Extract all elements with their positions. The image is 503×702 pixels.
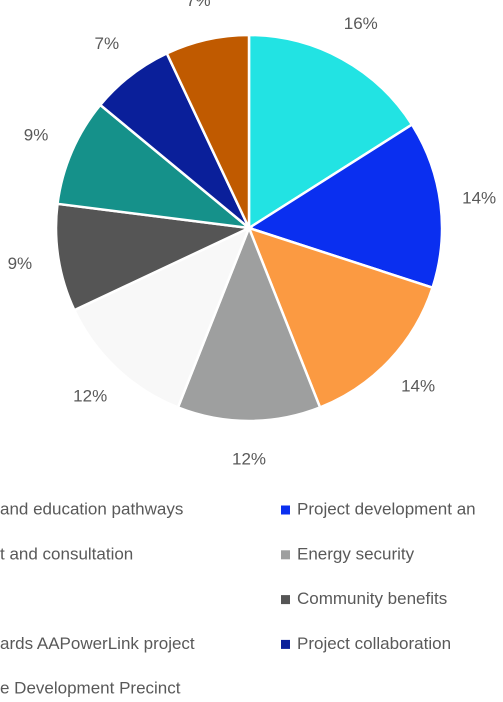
data-label: 14%: [401, 376, 435, 395]
pie-slice: [176, 224, 322, 423]
pie-slice: [56, 103, 254, 230]
legend-label: Community benefits: [297, 589, 447, 608]
legend-marker: [281, 639, 290, 649]
pie-slice: [54, 202, 254, 312]
data-label: 14%: [462, 188, 496, 207]
legend-label: Project collaboration: [297, 634, 451, 653]
pie-slice: [247, 33, 414, 231]
data-label: 7%: [186, 0, 211, 10]
data-label: 7%: [95, 34, 120, 53]
legend-marker: [281, 550, 290, 560]
legend-label: e Development Precinct: [0, 679, 181, 698]
data-label: 9%: [24, 125, 49, 144]
legend-label: and education pathways: [0, 499, 183, 518]
pie-slice: [72, 225, 252, 410]
legend-label: t and consultation: [0, 544, 133, 563]
legend-marker: [281, 595, 290, 605]
pie-slice: [246, 225, 435, 410]
legend-label: Project development an: [297, 499, 476, 518]
data-label: 12%: [73, 387, 107, 406]
pie-slice: [246, 122, 444, 290]
legend-label: ards AAPowerLink project: [0, 634, 195, 653]
data-label: 16%: [344, 14, 378, 33]
legend-label: Energy security: [297, 544, 415, 563]
data-label: 9%: [8, 254, 33, 273]
data-label: 12%: [232, 449, 266, 468]
pie-slice: [165, 33, 251, 229]
legend-marker: [281, 505, 290, 515]
